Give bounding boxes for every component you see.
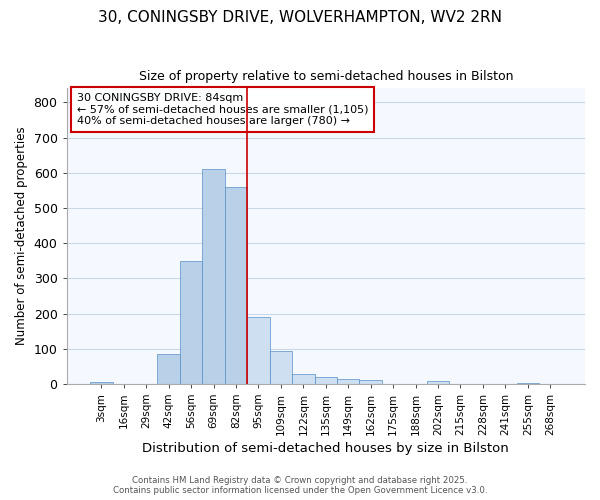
Bar	[292, 374, 314, 384]
Bar	[180, 260, 202, 384]
Bar	[90, 382, 113, 384]
Bar	[337, 378, 359, 384]
Y-axis label: Number of semi-detached properties: Number of semi-detached properties	[15, 127, 28, 346]
Bar	[202, 170, 225, 384]
Bar	[225, 187, 247, 384]
Bar	[247, 317, 269, 384]
Text: 30 CONINGSBY DRIVE: 84sqm
← 57% of semi-detached houses are smaller (1,105)
40% : 30 CONINGSBY DRIVE: 84sqm ← 57% of semi-…	[77, 93, 368, 126]
Bar	[157, 354, 180, 384]
Text: 30, CONINGSBY DRIVE, WOLVERHAMPTON, WV2 2RN: 30, CONINGSBY DRIVE, WOLVERHAMPTON, WV2 …	[98, 10, 502, 25]
Title: Size of property relative to semi-detached houses in Bilston: Size of property relative to semi-detach…	[139, 70, 513, 83]
Bar	[269, 351, 292, 384]
Bar	[359, 380, 382, 384]
Bar	[517, 383, 539, 384]
Bar	[314, 377, 337, 384]
Bar	[427, 381, 449, 384]
Text: Contains HM Land Registry data © Crown copyright and database right 2025.
Contai: Contains HM Land Registry data © Crown c…	[113, 476, 487, 495]
X-axis label: Distribution of semi-detached houses by size in Bilston: Distribution of semi-detached houses by …	[142, 442, 509, 455]
